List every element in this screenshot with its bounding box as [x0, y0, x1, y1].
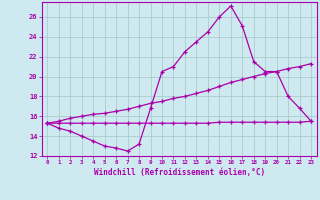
X-axis label: Windchill (Refroidissement éolien,°C): Windchill (Refroidissement éolien,°C) — [94, 168, 265, 177]
